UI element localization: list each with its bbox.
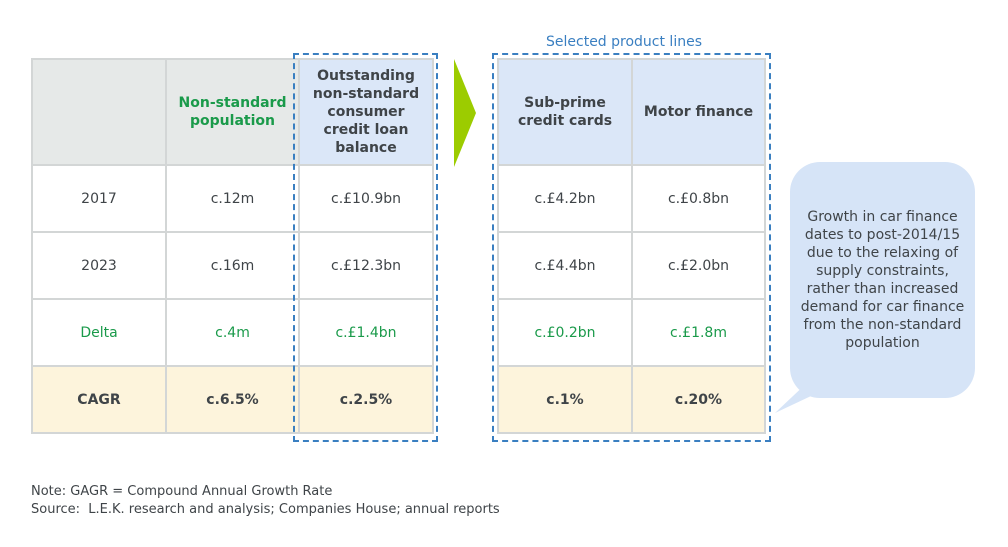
selected-lines-dashed-box — [492, 53, 771, 442]
cell: c.£10.9bn — [298, 164, 434, 233]
cell: c.£4.2bn — [497, 164, 633, 233]
row-label: 2017 — [31, 164, 167, 233]
right-data-table: Sub-prime credit cards Motor finance c.£… — [497, 58, 766, 434]
note-text: Note: GAGR = Compound Annual Growth Rate — [31, 484, 333, 499]
cell: c.16m — [165, 231, 300, 300]
cell: c.£1.4bn — [298, 298, 434, 367]
cell: c.12m — [165, 164, 300, 233]
table-row: 2017 c.12m c.£10.9bn — [31, 164, 434, 233]
header-motor-finance: Motor finance — [631, 58, 766, 166]
cell: c.6.5% — [165, 365, 300, 434]
cagr-row: c.1% c.20% — [497, 365, 766, 434]
row-label: CAGR — [31, 365, 167, 434]
source-text: Source: L.E.K. research and analysis; Co… — [31, 502, 500, 517]
table-row: 2023 c.16m c.£12.3bn — [31, 231, 434, 300]
arrow-right-icon — [454, 59, 476, 167]
delta-row: c.£0.2bn c.£1.8m — [497, 298, 766, 367]
row-label: Delta — [31, 298, 167, 367]
header-row: Non-standard population Outstanding non-… — [31, 58, 434, 166]
left-data-table: Non-standard population Outstanding non-… — [31, 58, 434, 434]
cell: c.1% — [497, 365, 633, 434]
highlight-dashed-box — [293, 53, 438, 442]
cell: c.£0.8bn — [631, 164, 766, 233]
callout-text: Growth in car finance dates to post-2014… — [800, 209, 965, 351]
cell: c.4m — [165, 298, 300, 367]
cell: c.£12.3bn — [298, 231, 434, 300]
header-blank — [31, 58, 167, 166]
header-sub-prime: Sub-prime credit cards — [497, 58, 633, 166]
table-row: c.£4.2bn c.£0.8bn — [497, 164, 766, 233]
row-label: 2023 — [31, 231, 167, 300]
cell: c.20% — [631, 365, 766, 434]
cell: c.£0.2bn — [497, 298, 633, 367]
cell: c.£4.4bn — [497, 231, 633, 300]
cagr-row: CAGR c.6.5% c.2.5% — [31, 365, 434, 434]
cell: c.£1.8m — [631, 298, 766, 367]
cell: c.£2.0bn — [631, 231, 766, 300]
cell: c.2.5% — [298, 365, 434, 434]
table-row: c.£4.4bn c.£2.0bn — [497, 231, 766, 300]
delta-row: Delta c.4m c.£1.4bn — [31, 298, 434, 367]
header-outstanding-balance: Outstanding non-standard consumer credit… — [298, 58, 434, 166]
callout-bubble: Growth in car finance dates to post-2014… — [790, 162, 975, 398]
header-row: Sub-prime credit cards Motor finance — [497, 58, 766, 166]
header-non-standard-population: Non-standard population — [165, 58, 300, 166]
selected-product-lines-label: Selected product lines — [546, 34, 702, 50]
